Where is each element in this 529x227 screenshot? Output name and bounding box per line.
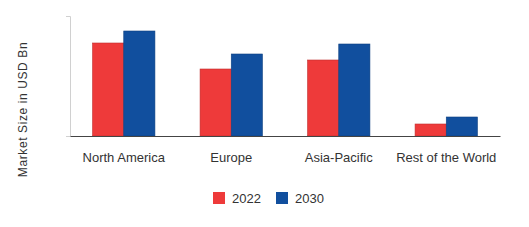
legend-label: 2030 [295,191,324,206]
legend-label: 2022 [232,191,261,206]
legend-swatch [276,192,288,204]
y-axis [66,17,71,137]
y-axis-title: Market Size in USD Bn [16,42,30,177]
x-tick: Europe [210,150,252,165]
x-tick-label: Europe [210,150,252,165]
x-tick-label: North America [83,150,166,165]
bar [415,124,446,136]
y-axis-line [66,17,71,137]
legend-swatch [213,192,225,204]
bars [93,31,478,136]
bar [446,117,477,136]
bar [124,31,155,136]
bar [308,60,339,136]
legend: 2022 2030 [213,191,324,206]
x-axis: North America Europe Asia-Pacific Rest of t… [71,137,501,166]
x-tick-label: Asia-Pacific [305,150,373,165]
plot: North America Europe Asia-Pacific Rest of t… [66,17,501,166]
bar [93,43,124,136]
chart: North America Europe Asia-Pacific Rest of t… [0,0,529,227]
bar [200,69,231,136]
x-tick: North America [83,150,166,165]
x-tick: Asia-Pacific [305,150,373,165]
bar [231,54,262,136]
x-tick: Rest of the World [396,150,496,165]
x-axis-line [71,136,501,137]
x-tick-label: Rest of the World [396,150,496,165]
bar [339,44,370,136]
